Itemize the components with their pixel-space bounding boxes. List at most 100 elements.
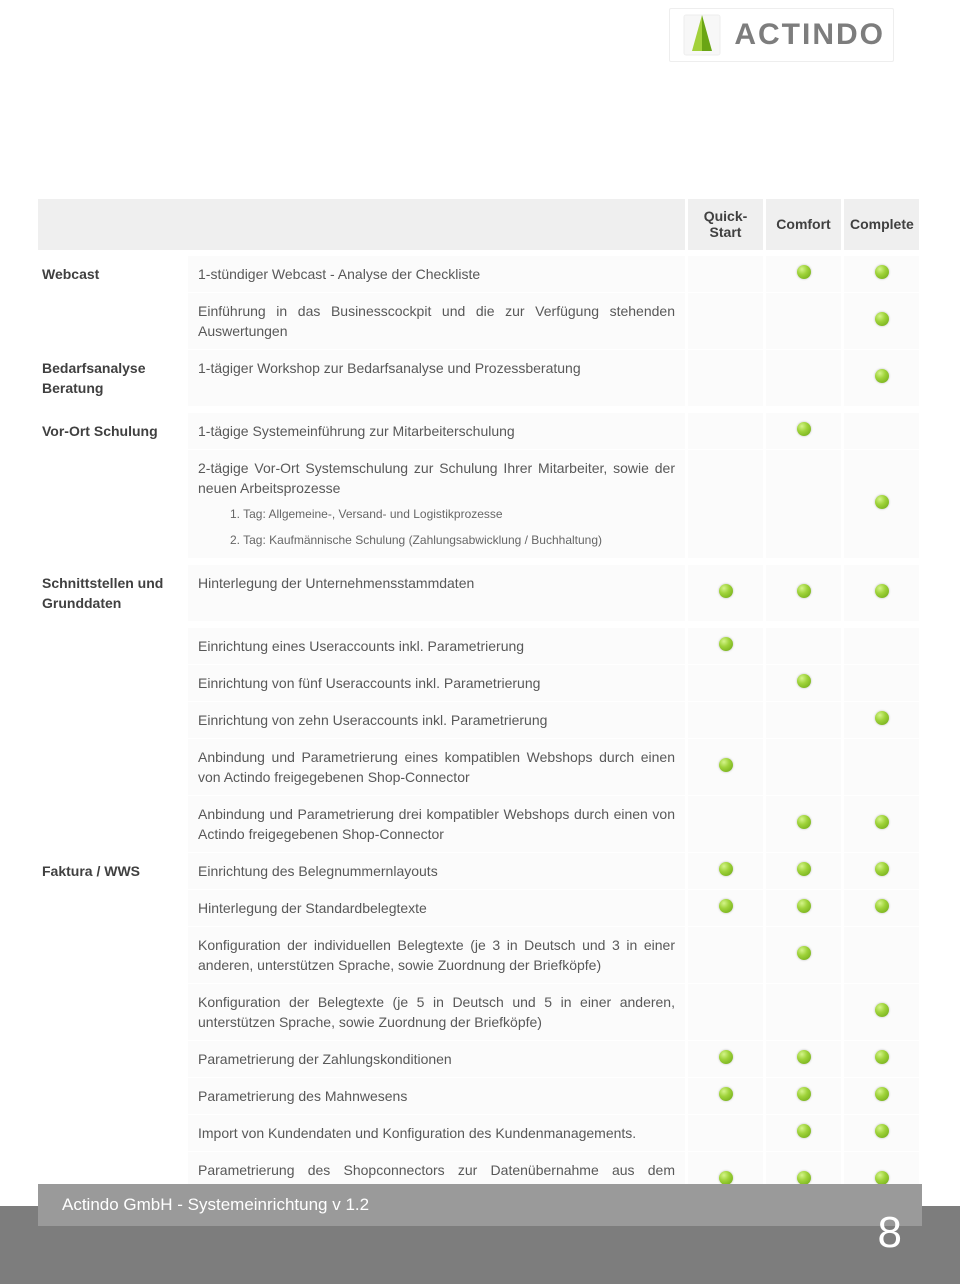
cell-complete bbox=[844, 1041, 922, 1078]
cell-comfort bbox=[766, 1115, 844, 1152]
cell-comfort bbox=[766, 628, 844, 665]
row-category: Webcast bbox=[38, 256, 188, 293]
row-description: Einrichtung eines Useraccounts inkl. Par… bbox=[188, 628, 688, 665]
cell-quickstart bbox=[688, 702, 766, 739]
row-category bbox=[38, 796, 188, 853]
cell-complete bbox=[844, 796, 922, 853]
row-category bbox=[38, 739, 188, 796]
check-dot-icon bbox=[875, 495, 889, 509]
cell-comfort bbox=[766, 1078, 844, 1115]
check-dot-icon bbox=[797, 674, 811, 688]
row-category bbox=[38, 890, 188, 927]
check-dot-icon bbox=[797, 584, 811, 598]
check-dot-icon bbox=[875, 1171, 889, 1185]
cell-comfort bbox=[766, 853, 844, 890]
cell-complete bbox=[844, 293, 922, 350]
cell-comfort bbox=[766, 702, 844, 739]
footer-text: Actindo GmbH - Systemeinrichtung v 1.2 bbox=[62, 1195, 369, 1215]
row-description: Konfiguration der Belegtexte (je 5 in De… bbox=[188, 984, 688, 1041]
cell-quickstart bbox=[688, 739, 766, 796]
check-dot-icon bbox=[875, 1087, 889, 1101]
check-dot-icon bbox=[875, 584, 889, 598]
check-dot-icon bbox=[719, 637, 733, 651]
cell-complete bbox=[844, 665, 922, 702]
table-row: Parametrierung des Mahnwesens bbox=[38, 1078, 922, 1115]
cell-comfort bbox=[766, 350, 844, 407]
header-spacer bbox=[38, 198, 688, 250]
row-description: 1-tägiger Workshop zur Bedarfsanalyse un… bbox=[188, 350, 688, 407]
page-number: 8 bbox=[878, 1208, 902, 1258]
cell-quickstart bbox=[688, 413, 766, 450]
feature-table: Quick-Start Comfort Complete Webcast 1-s… bbox=[38, 198, 922, 1209]
row-description: Anbindung und Parametrierung eines kompa… bbox=[188, 739, 688, 796]
row-description: Hinterlegung der Unternehmensstammdaten bbox=[188, 565, 688, 622]
cell-quickstart bbox=[688, 450, 766, 559]
check-dot-icon bbox=[797, 1171, 811, 1185]
row-category: Vor-Ort Schulung bbox=[38, 413, 188, 450]
table-row: Import von Kundendaten und Konfiguration… bbox=[38, 1115, 922, 1152]
table-row: Einrichtung von fünf Useraccounts inkl. … bbox=[38, 665, 922, 702]
row-category bbox=[38, 927, 188, 984]
check-dot-icon bbox=[719, 862, 733, 876]
row-category bbox=[38, 628, 188, 665]
brand-leaf-icon bbox=[678, 11, 726, 59]
cell-complete bbox=[844, 450, 922, 559]
cell-complete bbox=[844, 413, 922, 450]
cell-quickstart bbox=[688, 1078, 766, 1115]
cell-quickstart bbox=[688, 350, 766, 407]
row-description: Parametrierung des Mahnwesens bbox=[188, 1078, 688, 1115]
check-dot-icon bbox=[797, 1087, 811, 1101]
row-description: Anbindung und Parametrierung drei kompat… bbox=[188, 796, 688, 853]
row-description: Einrichtung von fünf Useraccounts inkl. … bbox=[188, 665, 688, 702]
cell-complete bbox=[844, 702, 922, 739]
check-dot-icon bbox=[797, 899, 811, 913]
col-comfort: Comfort bbox=[766, 198, 844, 250]
cell-complete bbox=[844, 1115, 922, 1152]
row-description: Einrichtung von zehn Useraccounts inkl. … bbox=[188, 702, 688, 739]
cell-complete bbox=[844, 350, 922, 407]
cell-quickstart bbox=[688, 1115, 766, 1152]
check-dot-icon bbox=[875, 1050, 889, 1064]
row-description: Parametrierung der Zahlungskonditionen bbox=[188, 1041, 688, 1078]
row-description: 1-tägige Systemeinführung zur Mitarbeite… bbox=[188, 413, 688, 450]
row-description: Konfiguration der individuellen Belegtex… bbox=[188, 927, 688, 984]
check-dot-icon bbox=[719, 758, 733, 772]
check-dot-icon bbox=[797, 1050, 811, 1064]
check-dot-icon bbox=[797, 265, 811, 279]
table-row: Konfiguration der individuellen Belegtex… bbox=[38, 927, 922, 984]
cell-complete bbox=[844, 739, 922, 796]
cell-comfort bbox=[766, 565, 844, 622]
table-row: Anbindung und Parametrierung eines kompa… bbox=[38, 739, 922, 796]
row-category: Schnittstellen und Grunddaten bbox=[38, 565, 188, 622]
table-row: Einrichtung von zehn Useraccounts inkl. … bbox=[38, 702, 922, 739]
check-dot-icon bbox=[719, 584, 733, 598]
check-dot-icon bbox=[875, 711, 889, 725]
cell-complete bbox=[844, 565, 922, 622]
cell-complete bbox=[844, 927, 922, 984]
check-dot-icon bbox=[797, 815, 811, 829]
check-dot-icon bbox=[875, 1003, 889, 1017]
footer-bar: Actindo GmbH - Systemeinrichtung v 1.2 bbox=[38, 1184, 922, 1226]
check-dot-icon bbox=[719, 1050, 733, 1064]
row-description: Einrichtung des Belegnummernlayouts bbox=[188, 853, 688, 890]
row-category bbox=[38, 450, 188, 559]
table-row: 2-tägige Vor-Ort Systemschulung zur Schu… bbox=[38, 450, 922, 559]
cell-comfort bbox=[766, 739, 844, 796]
table-row: Hinterlegung der Standardbelegtexte bbox=[38, 890, 922, 927]
cell-comfort bbox=[766, 927, 844, 984]
cell-comfort bbox=[766, 665, 844, 702]
cell-comfort bbox=[766, 796, 844, 853]
row-category: Bedarfsanalyse Beratung bbox=[38, 350, 188, 407]
table-row: Einführung in das Businesscockpit und di… bbox=[38, 293, 922, 350]
row-category bbox=[38, 293, 188, 350]
cell-complete bbox=[844, 256, 922, 293]
row-category bbox=[38, 665, 188, 702]
check-dot-icon bbox=[875, 815, 889, 829]
cell-quickstart bbox=[688, 628, 766, 665]
table-row: Faktura / WWS Einrichtung des Belegnumme… bbox=[38, 853, 922, 890]
cell-comfort bbox=[766, 984, 844, 1041]
row-category bbox=[38, 1115, 188, 1152]
cell-complete bbox=[844, 853, 922, 890]
cell-quickstart bbox=[688, 256, 766, 293]
brand-name: ACTINDO bbox=[734, 18, 885, 52]
